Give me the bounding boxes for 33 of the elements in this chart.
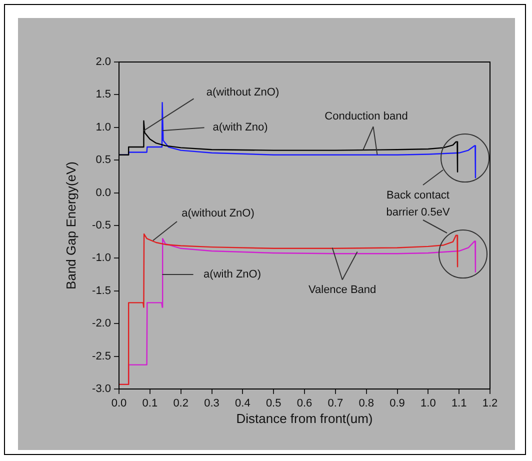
- y-tick-label: -3.0: [92, 383, 111, 396]
- annotation: a(with Zno): [212, 122, 268, 134]
- x-tick-label: 0.2: [173, 398, 188, 410]
- annotation: Conduction band: [324, 110, 408, 123]
- annotation: Valence Band: [308, 284, 376, 296]
- y-tick-label: 0.5: [96, 154, 111, 166]
- x-tick-label: 0.6: [296, 398, 312, 410]
- y-tick-label: -1.5: [92, 284, 111, 297]
- y-tick-label: 2.0: [96, 56, 111, 68]
- annotation: a(with ZnO): [204, 268, 262, 281]
- y-tick-label: -2.0: [92, 318, 111, 330]
- y-tick-label: -2.5: [92, 350, 111, 362]
- x-tick-label: 0.3: [204, 398, 220, 410]
- x-tick-label: 0.9: [390, 398, 405, 410]
- x-tick-label: 0.0: [111, 398, 127, 410]
- annotation: Back contact barrier 0.5eV: [386, 190, 450, 219]
- x-tick-label: 0.8: [358, 398, 374, 410]
- y-tick-label: 1.0: [96, 121, 111, 134]
- annotation: a(without ZnO): [206, 86, 280, 99]
- x-axis-title: Distance from front(um): [236, 410, 373, 426]
- x-tick-label: 1.2: [482, 398, 498, 410]
- y-tick-label: 1.5: [96, 88, 111, 101]
- y-tick-label: 0.0: [96, 186, 111, 199]
- x-tick-label: 0.5: [266, 398, 282, 410]
- x-tick-label: 1.0: [420, 398, 436, 410]
- x-tick-label: 0.7: [328, 398, 344, 410]
- y-tick-label: -1.0: [92, 252, 111, 264]
- y-tick-label: -0.5: [92, 220, 111, 232]
- x-tick-label: 0.1: [142, 398, 158, 410]
- x-tick-label: 0.4: [235, 398, 250, 410]
- annotation: a(without ZnO): [182, 208, 254, 220]
- x-tick-label: 1.1: [451, 398, 467, 410]
- y-axis-title: Band Gap Energy(eV): [63, 162, 78, 290]
